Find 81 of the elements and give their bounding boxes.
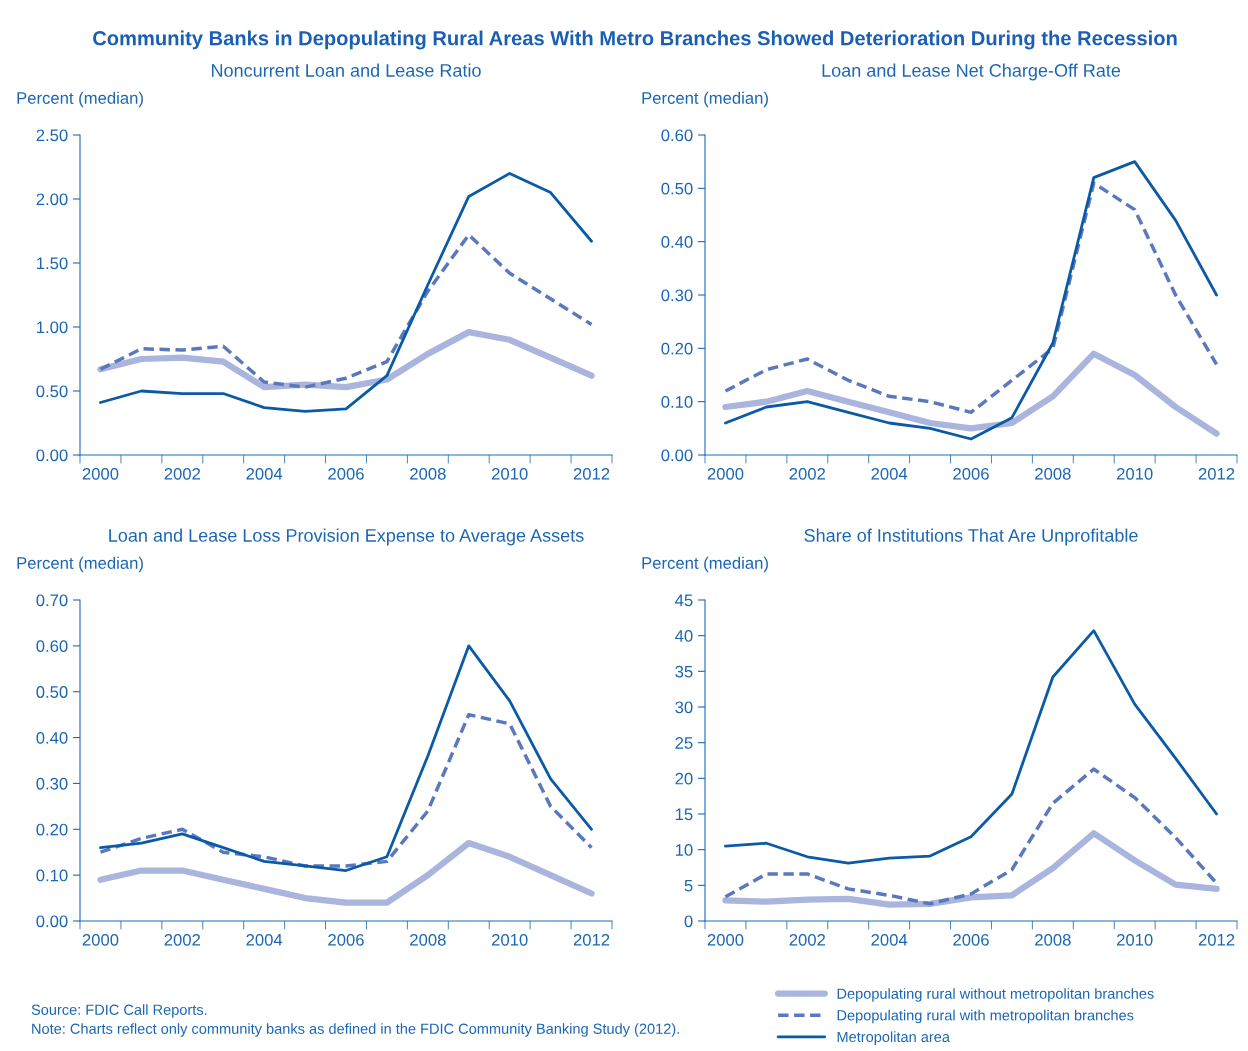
y-tick-label: 0.00 — [36, 449, 68, 462]
source-note: Source: FDIC Call Reports. — [31, 1004, 207, 1018]
y-tick-label: 35 — [675, 665, 693, 678]
x-tick-label: 2010 — [1116, 933, 1153, 946]
x-tick-label: 2012 — [573, 467, 610, 480]
line-series — [99, 644, 593, 872]
y-tick-label: 0.10 — [36, 869, 68, 882]
y-tick-label: 0.50 — [661, 182, 693, 195]
x-tick-label: 2012 — [1198, 933, 1235, 946]
x-tick-label: 2004 — [246, 933, 283, 946]
legend-label: Metropolitan area — [837, 1031, 950, 1045]
y-tick-label: 0.20 — [661, 342, 693, 355]
y-tick-label: 0.00 — [661, 449, 693, 462]
y-tick-label: 0.40 — [36, 731, 68, 744]
x-tick-label: 2000 — [82, 467, 119, 480]
line-series — [723, 181, 1219, 415]
x-tick-label: 2010 — [1116, 467, 1153, 480]
y-tick-label: 0.30 — [36, 777, 68, 790]
x-tick-label: 2008 — [410, 933, 446, 946]
y-axis-title: Percent (median) — [17, 91, 143, 108]
y-tick-label: 5 — [684, 879, 693, 892]
y-tick-label: 45 — [675, 594, 693, 607]
y-axis-title: Percent (median) — [642, 556, 768, 573]
x-tick-label: 2006 — [328, 933, 364, 946]
x-tick-label: 2002 — [789, 933, 826, 946]
y-tick-label: 1.00 — [37, 321, 68, 334]
y-tick-label: 15 — [675, 808, 693, 821]
y-tick-label: 0.20 — [36, 823, 68, 836]
x-tick-label: 2008 — [410, 467, 446, 480]
x-tick-label: 2000 — [82, 933, 119, 946]
y-tick-label: 1.50 — [37, 257, 68, 270]
x-tick-label: 2004 — [246, 467, 283, 480]
y-tick-label: 0.10 — [661, 396, 693, 408]
text: Note: Charts reflect only community banks as defined in the FDIC Community Banking Study (2012). — [32, 1023, 679, 1037]
y-tick-label: 0.40 — [661, 236, 693, 248]
y-tick-label: 20 — [675, 772, 693, 785]
x-tick-label: 2010 — [491, 933, 528, 946]
y-tick-label: 0.50 — [36, 385, 68, 398]
y-tick-label: 0.60 — [36, 640, 68, 653]
legend-label: Depopulating rural with metropolitan branches — [837, 1009, 1134, 1024]
x-tick-label: 2004 — [871, 933, 908, 946]
y-tick-label: 2.00 — [36, 193, 68, 206]
chart-title: Share of Institutions That Are Unprofitable — [804, 528, 1138, 546]
x-tick-label: 2006 — [328, 467, 364, 480]
y-tick-label: 0.00 — [36, 915, 68, 928]
x-tick-label: 2010 — [491, 467, 528, 480]
x-tick-label: 2002 — [164, 933, 201, 946]
y-tick-label: 25 — [675, 737, 693, 749]
chart-title: Loan and Lease Net Charge-Off Rate — [822, 63, 1121, 81]
x-tick-label: 2002 — [164, 467, 201, 480]
y-axis-title: Percent (median) — [642, 91, 768, 108]
line-series — [724, 629, 1218, 865]
x-tick-label: 2012 — [1198, 467, 1235, 480]
y-tick-label: 0.30 — [661, 289, 693, 302]
text: Community Banks in Depopulating Rural Areas With Metro Branches Showed Deterioration During the Recession — [93, 30, 1177, 50]
x-tick-label: 2006 — [953, 933, 989, 946]
x-tick-label: 2008 — [1035, 467, 1071, 480]
chart-title: Loan and Lease Loss Provision Expense to Average Assets — [109, 528, 584, 546]
x-tick-label: 2004 — [871, 467, 908, 480]
line-series — [98, 233, 594, 389]
line-series — [98, 712, 594, 868]
y-tick-label: 0 — [684, 915, 693, 928]
y-axis-title: Percent (median) — [17, 556, 143, 573]
y-tick-label: 30 — [675, 701, 693, 714]
y-tick-label: 0.60 — [661, 129, 693, 142]
x-tick-label: 2006 — [953, 467, 989, 480]
y-tick-label: 40 — [675, 630, 693, 642]
x-tick-label: 2008 — [1035, 933, 1071, 946]
chart-title: Noncurrent Loan and Lease Ratio — [211, 63, 481, 77]
y-tick-label: 2.50 — [36, 129, 68, 142]
line-series — [724, 160, 1218, 441]
legend-label: Depopulating rural without metropolitan branches — [837, 988, 1154, 1002]
y-tick-label: 10 — [675, 844, 693, 856]
y-tick-label: 0.70 — [36, 594, 68, 607]
x-tick-label: 2000 — [707, 933, 744, 946]
x-tick-label: 2012 — [573, 933, 610, 946]
x-tick-label: 2002 — [789, 467, 826, 480]
y-tick-label: 0.50 — [36, 686, 68, 698]
line-series — [99, 172, 593, 413]
line-series — [723, 767, 1219, 906]
x-tick-label: 2000 — [707, 467, 744, 480]
